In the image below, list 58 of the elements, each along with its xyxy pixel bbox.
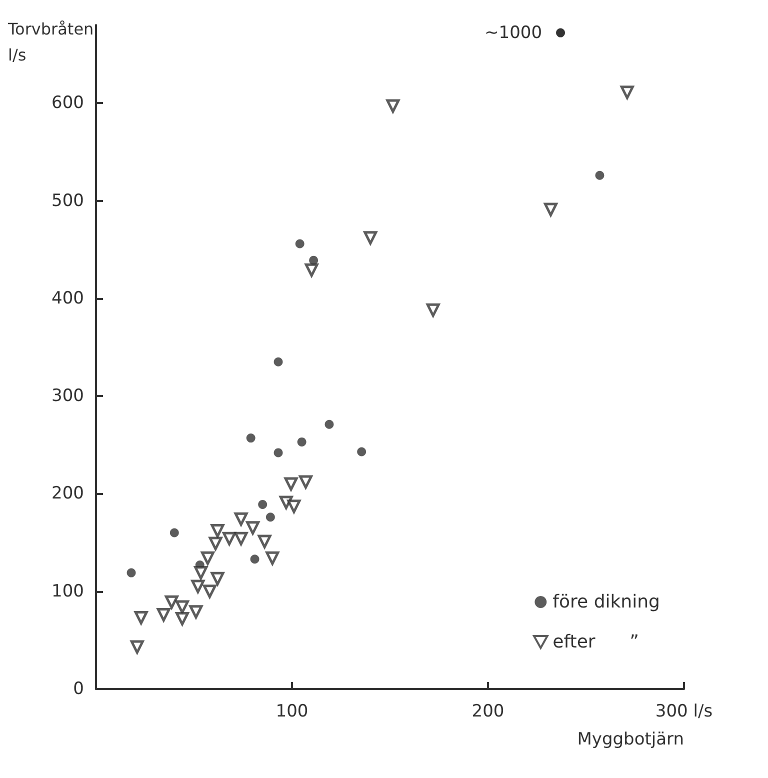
y-tick-label: 200	[52, 484, 84, 504]
point	[304, 263, 318, 277]
point	[595, 170, 604, 180]
annotation: ~1000	[484, 22, 542, 43]
point	[274, 448, 283, 458]
y-tick-label: 100	[52, 581, 84, 602]
point	[234, 532, 248, 546]
y-tick-label: 500	[52, 190, 84, 211]
point	[274, 357, 283, 366]
point	[164, 595, 178, 609]
point	[126, 568, 136, 578]
point	[266, 551, 280, 565]
point	[191, 580, 205, 594]
y-tick-label: 400	[52, 288, 84, 308]
point	[298, 475, 312, 489]
point	[309, 256, 318, 265]
point	[258, 534, 272, 548]
legend-label: efter ”	[552, 632, 639, 652]
point	[134, 610, 148, 624]
point	[544, 202, 558, 216]
point	[246, 434, 256, 443]
point	[208, 536, 222, 550]
point	[364, 231, 378, 245]
point	[386, 99, 400, 113]
point	[200, 551, 214, 565]
x-tick-label: 200	[472, 702, 504, 722]
point	[250, 554, 260, 564]
x-axis-title: Myggbotjärn	[577, 730, 684, 750]
point	[156, 608, 170, 622]
point	[130, 640, 144, 654]
y-axis-title: Torvbråten l/s	[7, 20, 94, 64]
point	[194, 566, 208, 580]
y-tick-label: 300	[52, 386, 84, 406]
point	[287, 500, 301, 514]
legend-label: före dikning	[552, 592, 660, 612]
point	[258, 500, 268, 509]
x-tick-label: 300 l/s	[655, 702, 713, 722]
point	[297, 437, 306, 446]
point	[357, 447, 366, 456]
point	[170, 528, 179, 538]
point	[202, 584, 216, 598]
point	[295, 239, 304, 248]
point	[189, 605, 203, 619]
point	[175, 612, 189, 626]
point	[210, 572, 224, 586]
y-tick-label: 0	[73, 679, 84, 699]
y-tick-label: 600	[52, 93, 84, 114]
x-tick-label: 100	[276, 702, 308, 722]
point	[324, 420, 334, 429]
point	[234, 512, 248, 526]
point	[426, 303, 440, 317]
point	[175, 600, 189, 614]
point	[284, 477, 298, 491]
point	[210, 524, 224, 538]
point	[620, 86, 634, 100]
point	[246, 521, 260, 535]
point	[222, 532, 236, 546]
point	[266, 512, 275, 522]
